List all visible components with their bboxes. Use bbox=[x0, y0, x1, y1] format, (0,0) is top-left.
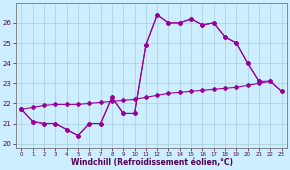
X-axis label: Windchill (Refroidissement éolien,°C): Windchill (Refroidissement éolien,°C) bbox=[70, 158, 233, 167]
